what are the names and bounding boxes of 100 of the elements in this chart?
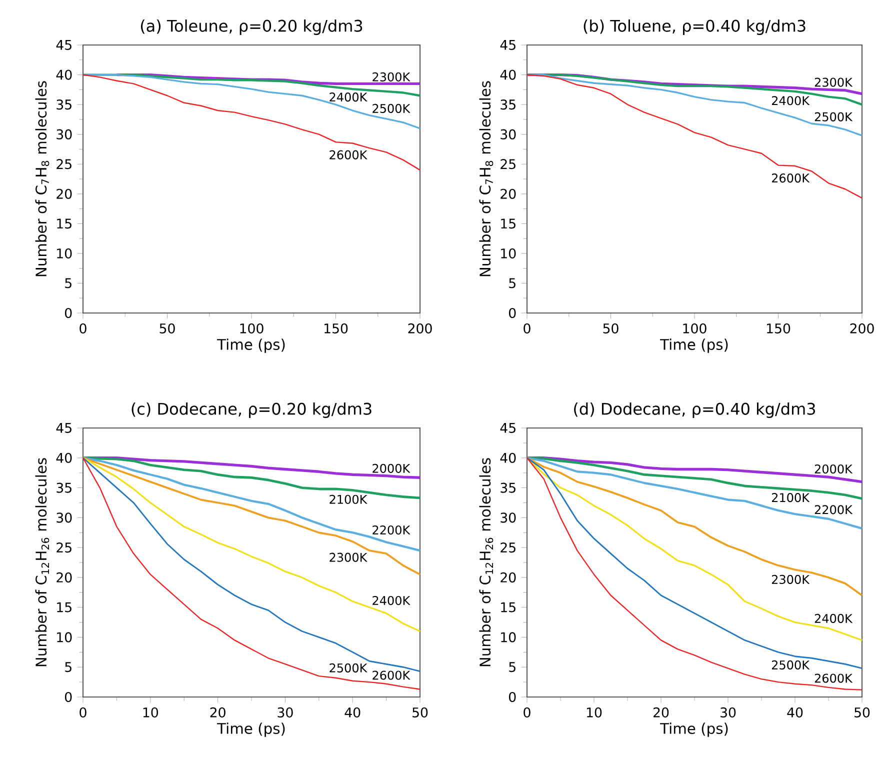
y-tick-label: 45 <box>56 40 72 50</box>
y-axis-title: Number of C$_{7}$H$_{8}$ molecules <box>35 81 50 276</box>
line-series <box>82 456 422 552</box>
y-tick-label: 5 <box>509 662 516 672</box>
y-tick-label: 30 <box>500 129 516 140</box>
series-label: 2000K <box>372 464 410 473</box>
x-tick-label: 50 <box>160 323 175 334</box>
chart-title: (c) Dodecane, ρ=0.20 kg/dm3 <box>132 402 372 418</box>
x-tick-label: 150 <box>324 323 348 334</box>
y-tick-label: 35 <box>500 99 516 110</box>
x-tick-label: 50 <box>854 707 870 718</box>
series-label: 2400K <box>372 596 410 606</box>
x-tick-label: 50 <box>603 323 618 334</box>
y-tick-label: 15 <box>501 218 516 229</box>
series-label: 2400K <box>814 614 853 623</box>
y-tick-label: 40 <box>500 70 516 80</box>
x-axis-title: Time (ps) <box>216 338 285 353</box>
x-tick-label: 100 <box>683 323 706 334</box>
series-label: 2600K <box>772 174 810 183</box>
y-tick-label: 20 <box>500 188 516 199</box>
y-tick-label: 40 <box>56 452 72 463</box>
series-label: 2200K <box>814 505 853 514</box>
y-tick-label: 20 <box>56 188 72 199</box>
series-label: 2600K <box>372 670 410 680</box>
series-label: 2500K <box>372 104 410 114</box>
y-axis-title: Number of C$_{7}$H$_{8}$ molecules <box>479 81 494 276</box>
y-tick-label: 30 <box>500 512 516 523</box>
line-series <box>526 456 863 596</box>
series-label: 2300K <box>814 78 853 87</box>
y-tick-label: 35 <box>500 482 516 493</box>
x-tick-label: 0 <box>80 707 86 718</box>
x-tick-label: 30 <box>720 707 736 718</box>
x-axis-title: Time (ps) <box>660 722 728 737</box>
y-tick-label: 5 <box>509 278 516 288</box>
y-tick-label: 0 <box>64 308 72 318</box>
y-tick-label: 0 <box>64 692 72 702</box>
series-label: 2500K <box>330 663 368 672</box>
series-label: 2100K <box>330 494 368 504</box>
x-tick-label: 0 <box>524 707 530 718</box>
x-tick-label: 200 <box>408 323 432 334</box>
y-tick-label: 25 <box>56 159 72 170</box>
x-tick-label: 100 <box>240 323 264 334</box>
series-label: 2200K <box>372 525 410 535</box>
x-tick-label: 200 <box>850 323 874 334</box>
y-tick-label: 45 <box>500 40 516 50</box>
y-tick-label: 15 <box>501 602 516 612</box>
y-tick-label: 10 <box>57 632 72 642</box>
y-tick-label: 0 <box>509 692 516 702</box>
series-label: 2300K <box>772 574 810 584</box>
series-label: 2300K <box>372 72 410 82</box>
line-series <box>526 74 863 199</box>
x-tick-label: 20 <box>654 707 669 718</box>
y-tick-label: 10 <box>501 632 516 642</box>
series-label: 2600K <box>814 674 853 683</box>
x-tick-label: 10 <box>143 707 158 718</box>
y-tick-label: 40 <box>56 70 72 80</box>
y-axis-title: Number of C$_{12}$H$_{26}$ molecules <box>479 458 494 666</box>
chart-title: (b) Toluene, ρ=0.40 kg/dm3 <box>584 19 806 35</box>
y-tick-label: 30 <box>56 512 72 523</box>
series-label: 2400K <box>772 96 810 106</box>
series-label: 2500K <box>772 660 810 670</box>
y-tick-label: 20 <box>500 572 516 582</box>
y-tick-label: 35 <box>56 99 72 110</box>
x-tick-label: 150 <box>767 323 790 334</box>
x-tick-label: 0 <box>524 323 530 334</box>
y-tick-label: 0 <box>509 308 516 318</box>
chart-title: (d) Dodecane, ρ=0.40 kg/dm3 <box>574 402 816 418</box>
x-axis-title: Time (ps) <box>660 338 728 353</box>
y-tick-label: 20 <box>56 572 72 582</box>
line-series <box>82 74 421 171</box>
y-tick-label: 45 <box>56 423 72 433</box>
y-tick-label: 35 <box>56 482 72 493</box>
series-label: 2300K <box>330 552 368 562</box>
x-tick-label: 40 <box>787 707 803 718</box>
y-tick-label: 25 <box>500 159 516 170</box>
x-tick-label: 10 <box>586 707 602 718</box>
x-tick-label: 50 <box>412 707 428 718</box>
y-tick-label: 40 <box>500 452 516 463</box>
y-tick-label: 5 <box>65 662 72 672</box>
y-axis-title: Number of C$_{12}$H$_{26}$ molecules <box>35 458 50 666</box>
y-tick-label: 10 <box>501 248 516 258</box>
y-tick-label: 25 <box>56 542 72 553</box>
y-tick-label: 45 <box>500 423 516 433</box>
x-tick-label: 30 <box>278 707 293 718</box>
series-label: 2100K <box>772 493 810 502</box>
y-tick-label: 5 <box>65 278 72 288</box>
x-tick-label: 0 <box>80 323 86 334</box>
y-tick-label: 10 <box>57 248 72 258</box>
y-tick-label: 15 <box>57 218 72 229</box>
x-tick-label: 20 <box>210 707 226 718</box>
x-tick-label: 40 <box>344 707 360 718</box>
y-tick-label: 15 <box>57 602 72 612</box>
series-label: 2500K <box>814 112 853 122</box>
chart-title: (a) Toleune, ρ=0.20 kg/dm3 <box>140 19 362 35</box>
y-tick-label: 30 <box>56 129 72 140</box>
series-label: 2600K <box>330 150 368 160</box>
series-label: 2400K <box>330 92 368 102</box>
x-axis-title: Time (ps) <box>216 722 285 737</box>
series-label: 2000K <box>814 464 853 474</box>
y-tick-label: 25 <box>500 542 516 553</box>
